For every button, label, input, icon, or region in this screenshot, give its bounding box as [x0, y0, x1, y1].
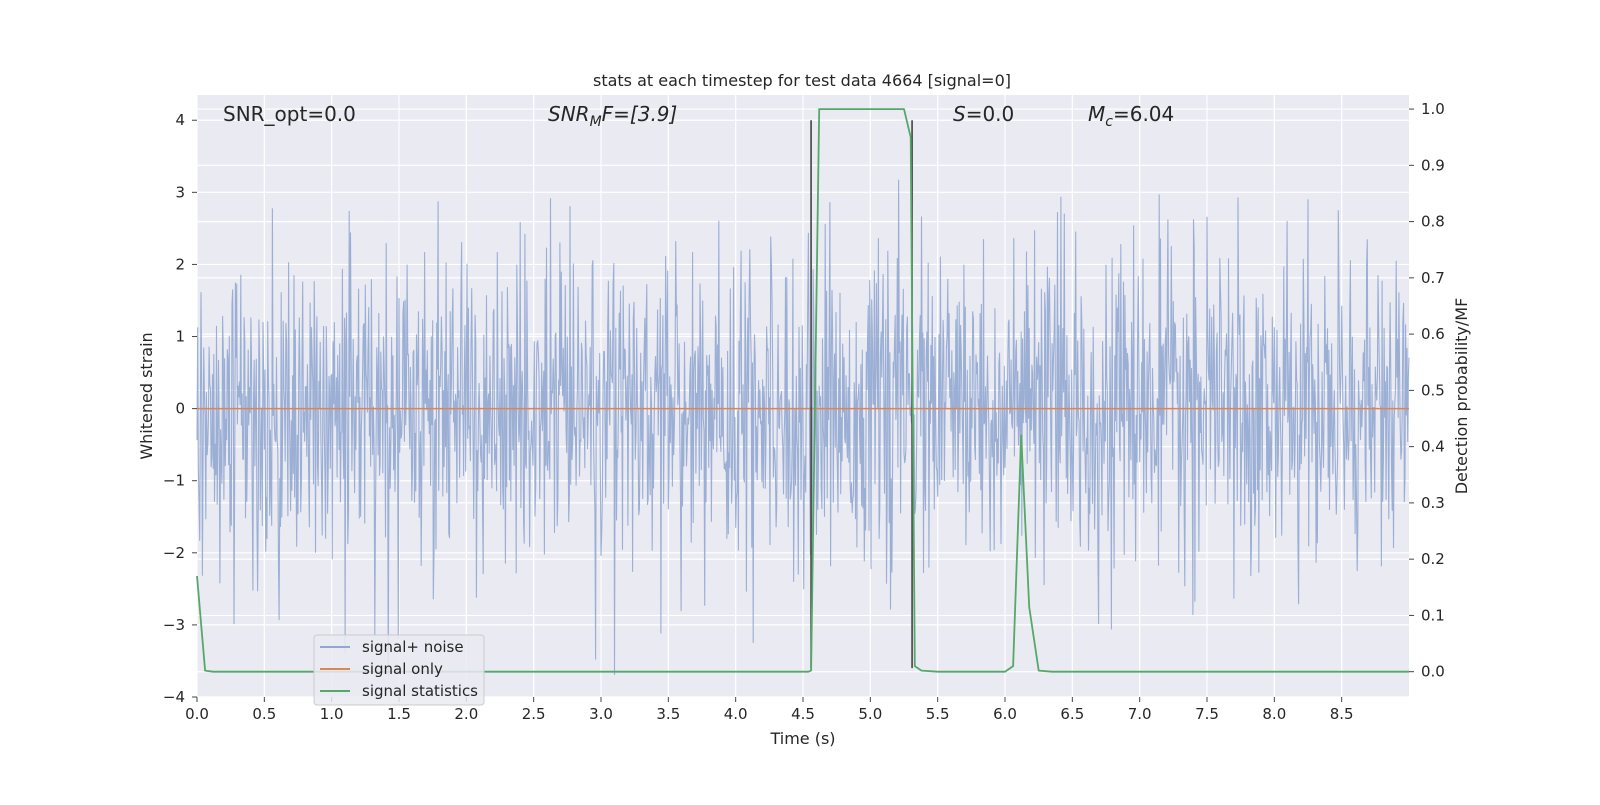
legend-box [313, 634, 485, 706]
x-tick-label: 1.5 [387, 705, 411, 723]
chart-title: stats at each timestep for test data 466… [593, 71, 1011, 90]
x-tick-label: 3.5 [656, 705, 680, 723]
legend-label-signal-statistics: signal statistics [362, 682, 478, 700]
x-tick-label: 7.0 [1128, 705, 1152, 723]
x-tick-label: 2.5 [522, 705, 546, 723]
y-left-tick-label: 0 [175, 400, 185, 418]
x-tick-label: 6.0 [993, 705, 1017, 723]
x-axis-ticks: 0.0 0.5 1.0 1.5 2.0 2.5 3.0 3.5 4.0 4.5 5.0 5.5 6.0 6… [185, 697, 1354, 723]
x-tick-label: 4.5 [791, 705, 815, 723]
y-right-tick-label: 0.8 [1421, 213, 1445, 231]
y-left-tick-label: −1 [163, 472, 185, 490]
x-tick-label: 0.5 [252, 705, 276, 723]
y-left-tick-label: −2 [163, 544, 185, 562]
x-tick-label: 3.0 [589, 705, 613, 723]
y-left-tick-label: 2 [175, 255, 185, 273]
y-right-tick-label: 0.7 [1421, 269, 1445, 287]
x-tick-label: 8.0 [1262, 705, 1286, 723]
y-right-tick-label: 0.2 [1421, 550, 1445, 568]
x-tick-label: 6.5 [1060, 705, 1084, 723]
y-left-axis-ticks: 4 3 2 1 0 −1 −2 −3 −4 [163, 111, 197, 706]
x-tick-label: 5.0 [858, 705, 882, 723]
y-right-tick-label: 0.0 [1421, 663, 1445, 681]
y-right-tick-label: 0.5 [1421, 381, 1445, 399]
y-left-tick-label: 4 [175, 111, 185, 129]
y-right-tick-label: 0.9 [1421, 156, 1445, 174]
y-left-tick-label: −4 [163, 688, 185, 706]
annotation-text: SNR_opt=0.0 [223, 102, 356, 126]
x-tick-label: 2.0 [454, 705, 478, 723]
x-tick-label: 0.0 [185, 705, 209, 723]
x-axis-label: Time (s) [769, 729, 835, 748]
x-tick-label: 7.5 [1195, 705, 1219, 723]
signal-statistics-series [196, 108, 1409, 673]
x-tick-label: 4.0 [724, 705, 748, 723]
y-left-tick-label: 1 [175, 328, 185, 346]
annotation-text: S=0.0 [953, 102, 1014, 126]
y-left-axis-label: Whitened strain [137, 332, 156, 459]
y-right-tick-label: 0.4 [1421, 438, 1445, 456]
x-tick-label: 1.0 [320, 705, 344, 723]
signal-statistics-line [196, 108, 1409, 673]
legend-label-signal-only: signal only [362, 660, 443, 678]
x-tick-label: 5.5 [926, 705, 950, 723]
legend-label-signal-noise: signal+ noise [362, 638, 464, 656]
y-left-tick-label: −3 [163, 616, 185, 634]
y-right-axis-ticks: 1.0 0.9 0.8 0.7 0.6 0.5 0.4 0.3 0.2 0.1 0.0 [1409, 100, 1445, 681]
legend: signal+ noise signal only signal statist… [313, 634, 485, 706]
annotation-text: SNRMF=[3.9] [548, 102, 677, 130]
annotations: SNR_opt=0.0 SNRMF=[3.9] S=0.0 Mc=6.04 [223, 102, 1174, 130]
y-left-tick-label: 3 [175, 183, 185, 201]
y-right-tick-label: 0.1 [1421, 606, 1445, 624]
annotation-text: Mc=6.04 [1088, 102, 1174, 130]
y-right-axis-label: Detection probability/MF [1452, 298, 1471, 495]
signal-noise-line [196, 179, 1410, 676]
y-right-tick-label: 0.6 [1421, 325, 1445, 343]
y-right-tick-label: 1.0 [1421, 100, 1445, 118]
y-right-tick-label: 0.3 [1421, 494, 1445, 512]
x-tick-label: 8.5 [1330, 705, 1354, 723]
signal-noise-series [196, 179, 1410, 676]
